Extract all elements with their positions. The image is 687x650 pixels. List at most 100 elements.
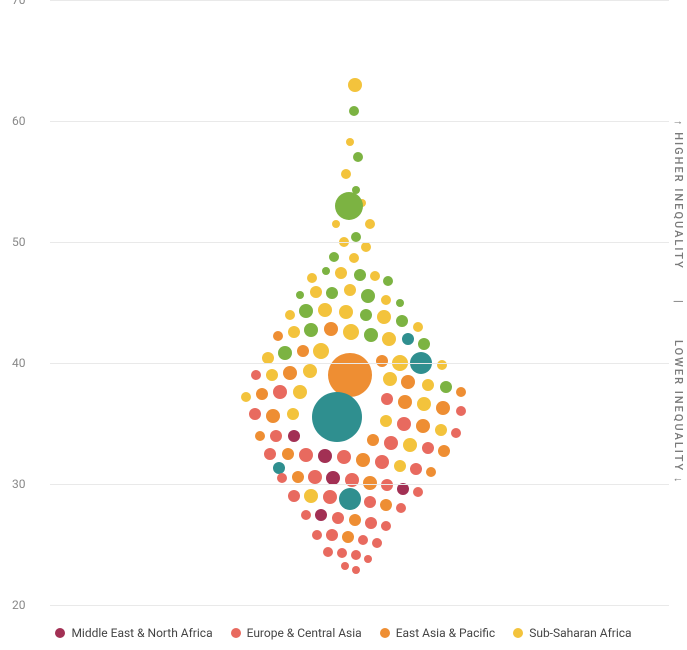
legend-dot-icon: [380, 628, 390, 638]
bubble: [384, 436, 398, 450]
bubble: [451, 428, 461, 438]
legend-label: Middle East & North Africa: [71, 626, 212, 640]
bubble: [381, 521, 391, 531]
bubble: [341, 562, 349, 570]
bubble: [351, 232, 361, 242]
bubble: [304, 489, 318, 503]
bubble: [313, 343, 329, 359]
bubble: [364, 496, 376, 508]
bubble: [296, 291, 304, 299]
bubble: [304, 323, 318, 337]
bubble: [398, 395, 412, 409]
bubble: [299, 304, 313, 318]
bubble: [396, 503, 406, 513]
legend-item: East Asia & Pacific: [380, 626, 496, 640]
bubble: [324, 322, 338, 336]
bubble: [285, 310, 295, 320]
bubble: [382, 332, 396, 346]
bubble: [349, 253, 359, 263]
bubble: [310, 286, 322, 298]
y-tick-label: 50: [12, 235, 26, 249]
bubble: [241, 392, 251, 402]
bubble: [341, 169, 351, 179]
bubble: [413, 487, 423, 497]
bubble: [363, 476, 377, 490]
side-label-upper: ↑ HIGHER INEQUALITY: [672, 120, 685, 270]
legend-label: Europe & Central Asia: [247, 626, 362, 640]
bubble: [283, 366, 297, 380]
gridline: [50, 121, 669, 122]
legend-label: East Asia & Pacific: [396, 626, 496, 640]
bubble: [380, 499, 392, 511]
bubble: [323, 547, 333, 557]
bubble: [417, 397, 431, 411]
bubble: [370, 271, 380, 281]
bubble: [249, 408, 261, 420]
bubble: [426, 467, 436, 477]
bubble: [344, 284, 356, 296]
bubble: [266, 369, 278, 381]
chart-container: 203040506070 ↑ HIGHER INEQUALITY | LOWER…: [0, 0, 687, 650]
bubble: [401, 375, 415, 389]
bubble: [456, 406, 466, 416]
bubble: [345, 473, 359, 487]
bubble: [380, 415, 392, 427]
bubble: [315, 509, 327, 521]
bubble: [349, 514, 361, 526]
bubble: [438, 445, 450, 457]
bubble: [251, 370, 261, 380]
bubble: [435, 424, 447, 436]
bubble: [282, 448, 294, 460]
bubble: [372, 538, 382, 548]
bubble: [270, 430, 282, 442]
y-tick-label: 70: [12, 0, 26, 7]
gridline: [50, 484, 669, 485]
bubble: [361, 242, 371, 252]
bubble: [375, 455, 389, 469]
gridline: [50, 363, 669, 364]
bubble: [410, 463, 422, 475]
bubble: [288, 430, 300, 442]
bubble: [299, 448, 313, 462]
plot-area: [50, 0, 655, 605]
bubble: [402, 333, 414, 345]
bubble: [288, 490, 300, 502]
bubble: [376, 355, 388, 367]
bubble: [307, 273, 317, 283]
side-label-divider: |: [672, 300, 685, 305]
bubble: [322, 267, 330, 275]
bubble: [308, 470, 322, 484]
bubble: [383, 276, 393, 286]
bubble: [318, 449, 332, 463]
bubble: [364, 328, 378, 342]
bubble: [418, 338, 430, 350]
y-tick-label: 30: [12, 477, 26, 491]
gridline: [50, 242, 669, 243]
bubble: [356, 453, 370, 467]
bubble: [403, 438, 417, 452]
bubble: [264, 448, 276, 460]
bubble: [278, 346, 292, 360]
bubble: [381, 479, 393, 491]
bubble: [365, 219, 375, 229]
bubble: [413, 322, 423, 332]
bubble: [397, 417, 411, 431]
bubble: [381, 393, 393, 405]
bubble: [335, 267, 347, 279]
legend-dot-icon: [55, 628, 65, 638]
legend-item: Middle East & North Africa: [55, 626, 212, 640]
bubble: [255, 431, 265, 441]
bubble: [351, 550, 361, 560]
bubble: [396, 299, 404, 307]
bubble: [377, 310, 391, 324]
bubble: [349, 106, 359, 116]
bubble: [422, 442, 434, 454]
bubble: [365, 517, 377, 529]
legend: Middle East & North Africa Europe & Centr…: [0, 626, 687, 640]
bubble: [312, 392, 362, 442]
legend-item: Europe & Central Asia: [231, 626, 362, 640]
bubble: [361, 289, 375, 303]
bubble: [277, 473, 287, 483]
bubble: [440, 381, 452, 393]
gridline: [50, 0, 669, 1]
